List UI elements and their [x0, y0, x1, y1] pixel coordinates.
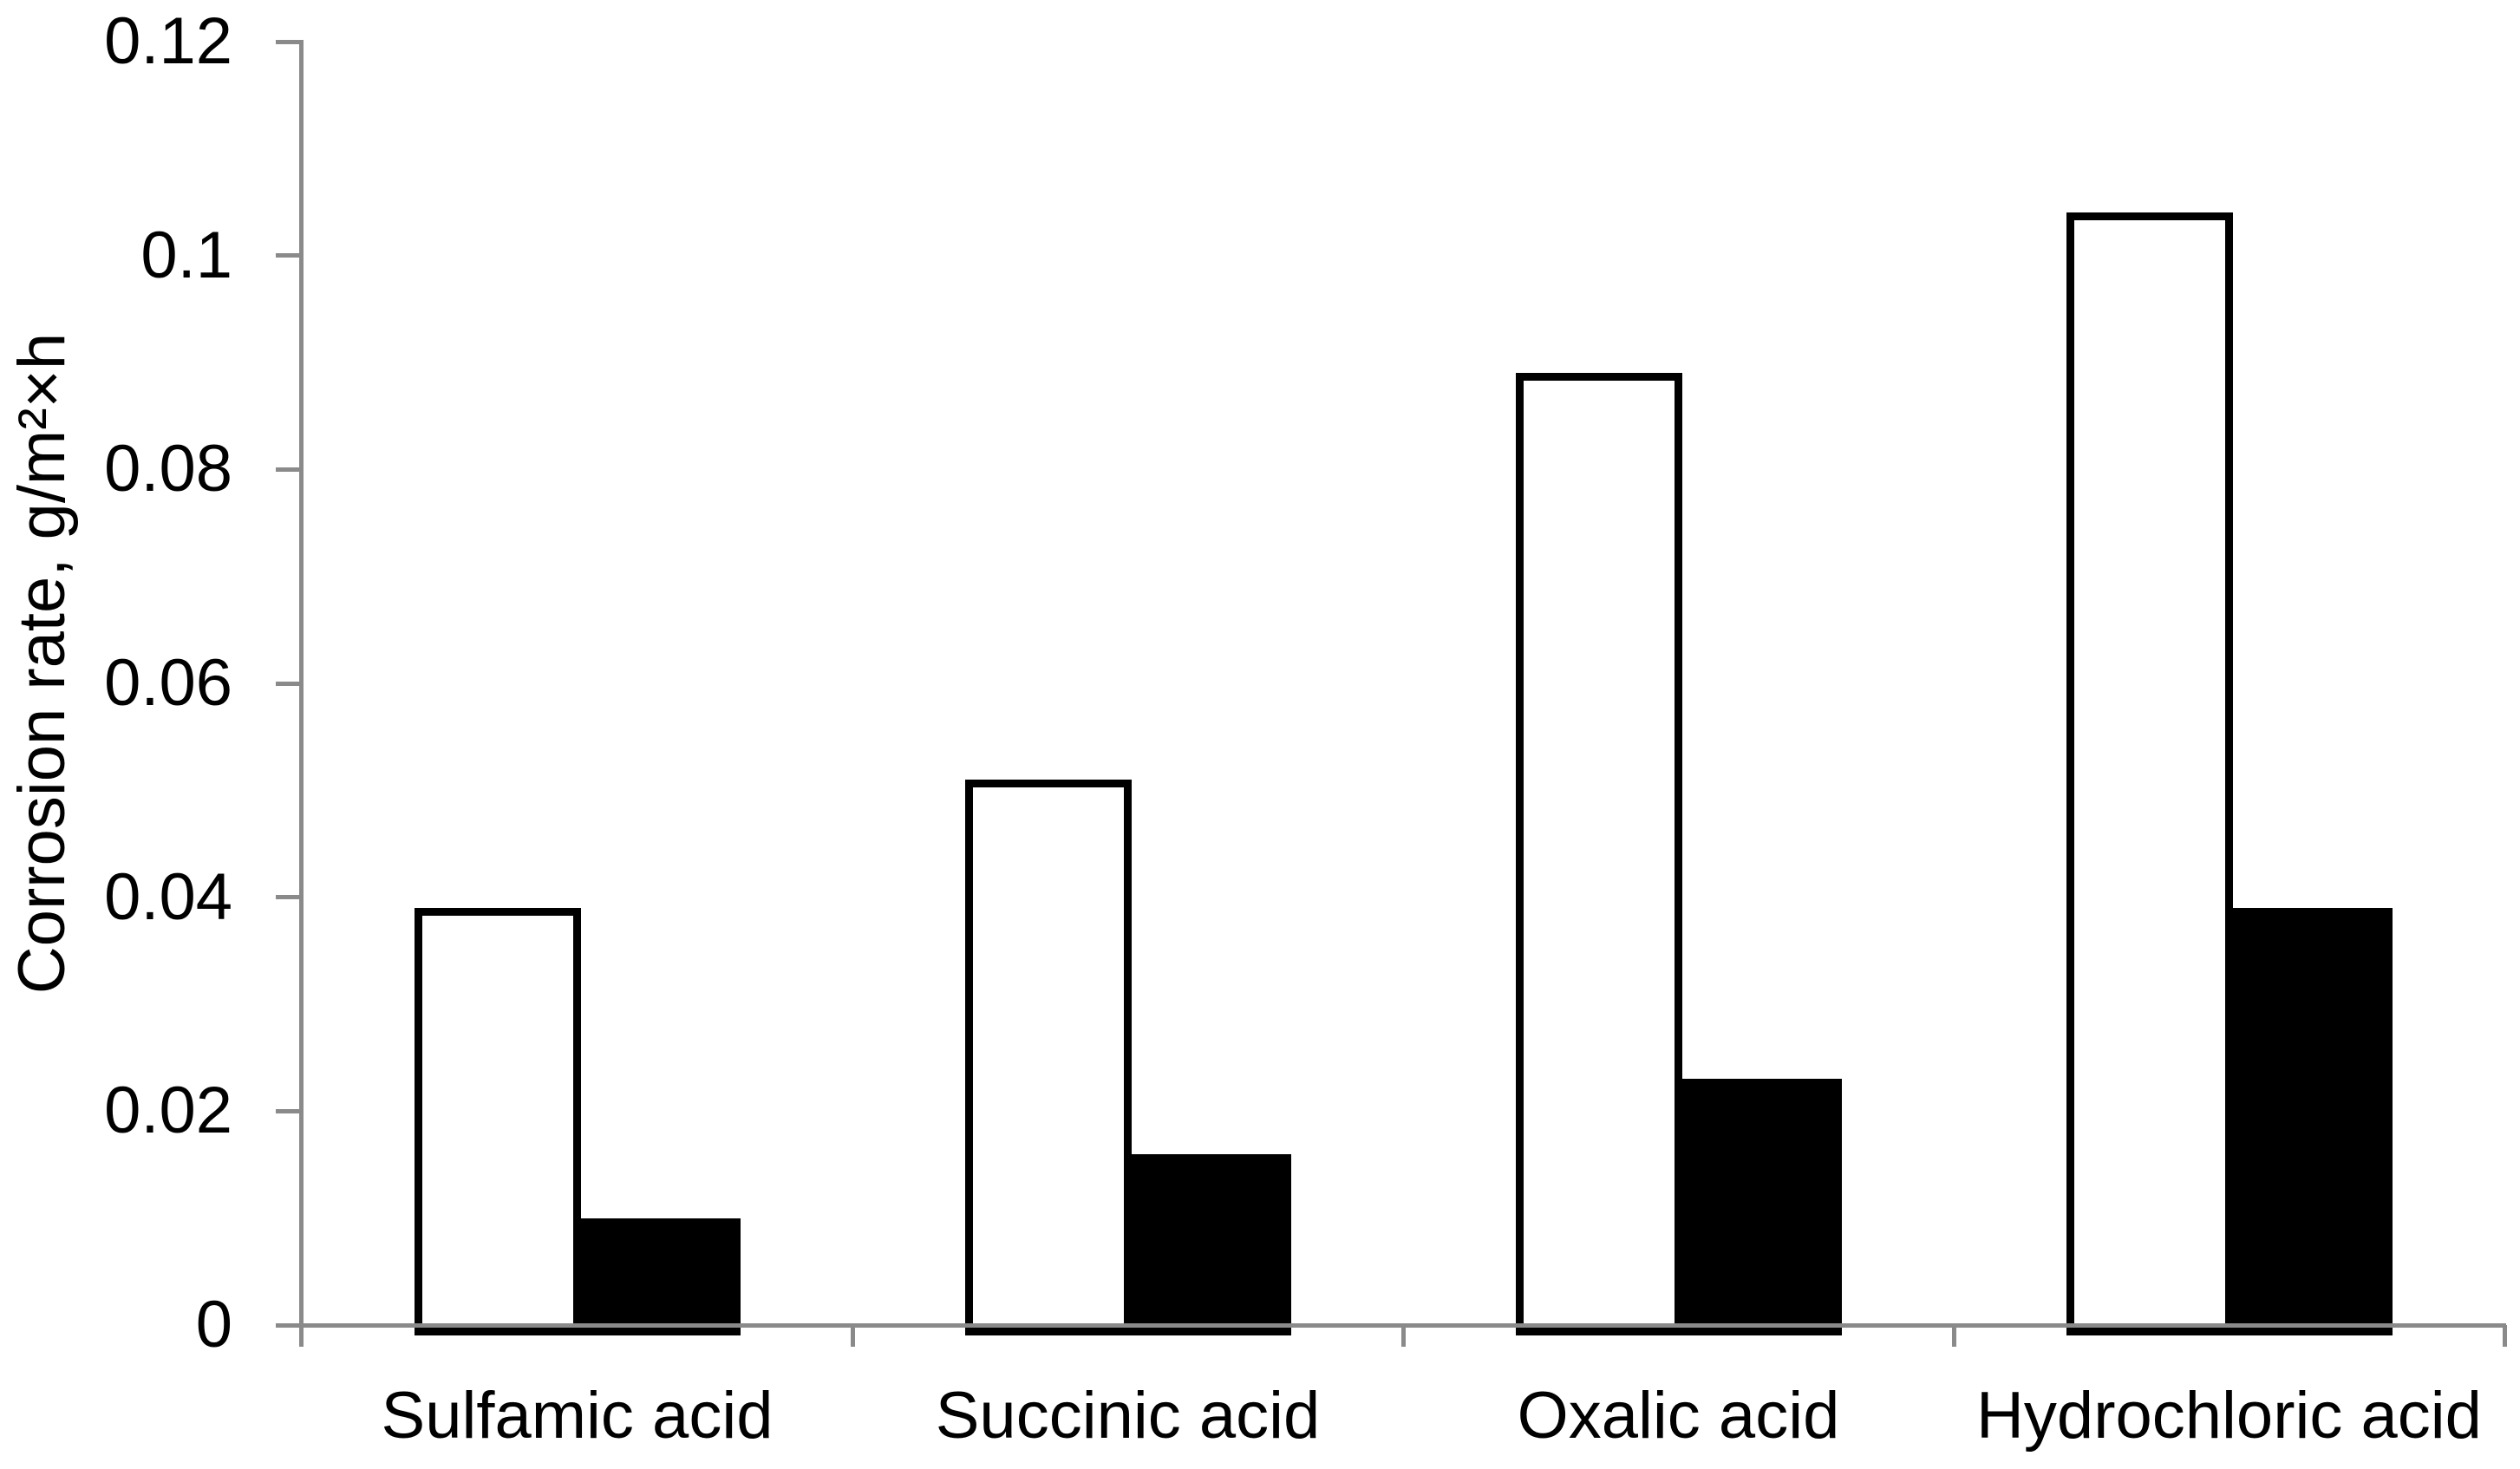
y-axis-tick: [276, 1108, 302, 1113]
y-tick-label: 0.12: [104, 4, 232, 78]
y-axis-tick: [276, 253, 302, 258]
bar-black-bars: [1681, 1079, 1842, 1335]
y-tick-label: 0.02: [104, 1074, 232, 1148]
bar-black-bars: [2232, 908, 2393, 1335]
y-axis-tick: [276, 895, 302, 900]
y-tick-label: 0.1: [140, 218, 232, 292]
y-axis-tick: [276, 39, 302, 44]
x-axis-tick: [1951, 1325, 1956, 1347]
y-tick-label: 0: [195, 1288, 232, 1361]
bar-white-bars: [1515, 373, 1682, 1335]
y-axis-line: [299, 40, 304, 1347]
x-category-label: Sulfamic acid: [381, 1379, 774, 1453]
x-axis-tick: [2502, 1325, 2507, 1347]
y-tick-label: 0.04: [104, 859, 232, 934]
x-axis-line: [276, 1322, 2506, 1328]
x-axis-tick: [850, 1325, 855, 1347]
bar-white-bars: [2066, 212, 2233, 1335]
bar-black-bars: [580, 1218, 741, 1335]
x-category-label: Succinic acid: [935, 1379, 1321, 1453]
x-category-label: Hydrochloric acid: [1976, 1379, 2482, 1453]
y-tick-label: 0.08: [104, 432, 232, 506]
x-category-label: Oxalic acid: [1517, 1379, 1840, 1453]
bar-white-bars: [964, 780, 1132, 1335]
x-axis-tick: [1400, 1325, 1406, 1347]
bar-white-bars: [414, 908, 581, 1335]
y-tick-label: 0.06: [104, 646, 232, 720]
bar-black-bars: [1131, 1153, 1291, 1335]
y-axis-tick: [276, 467, 302, 472]
y-axis-tick: [276, 681, 302, 686]
